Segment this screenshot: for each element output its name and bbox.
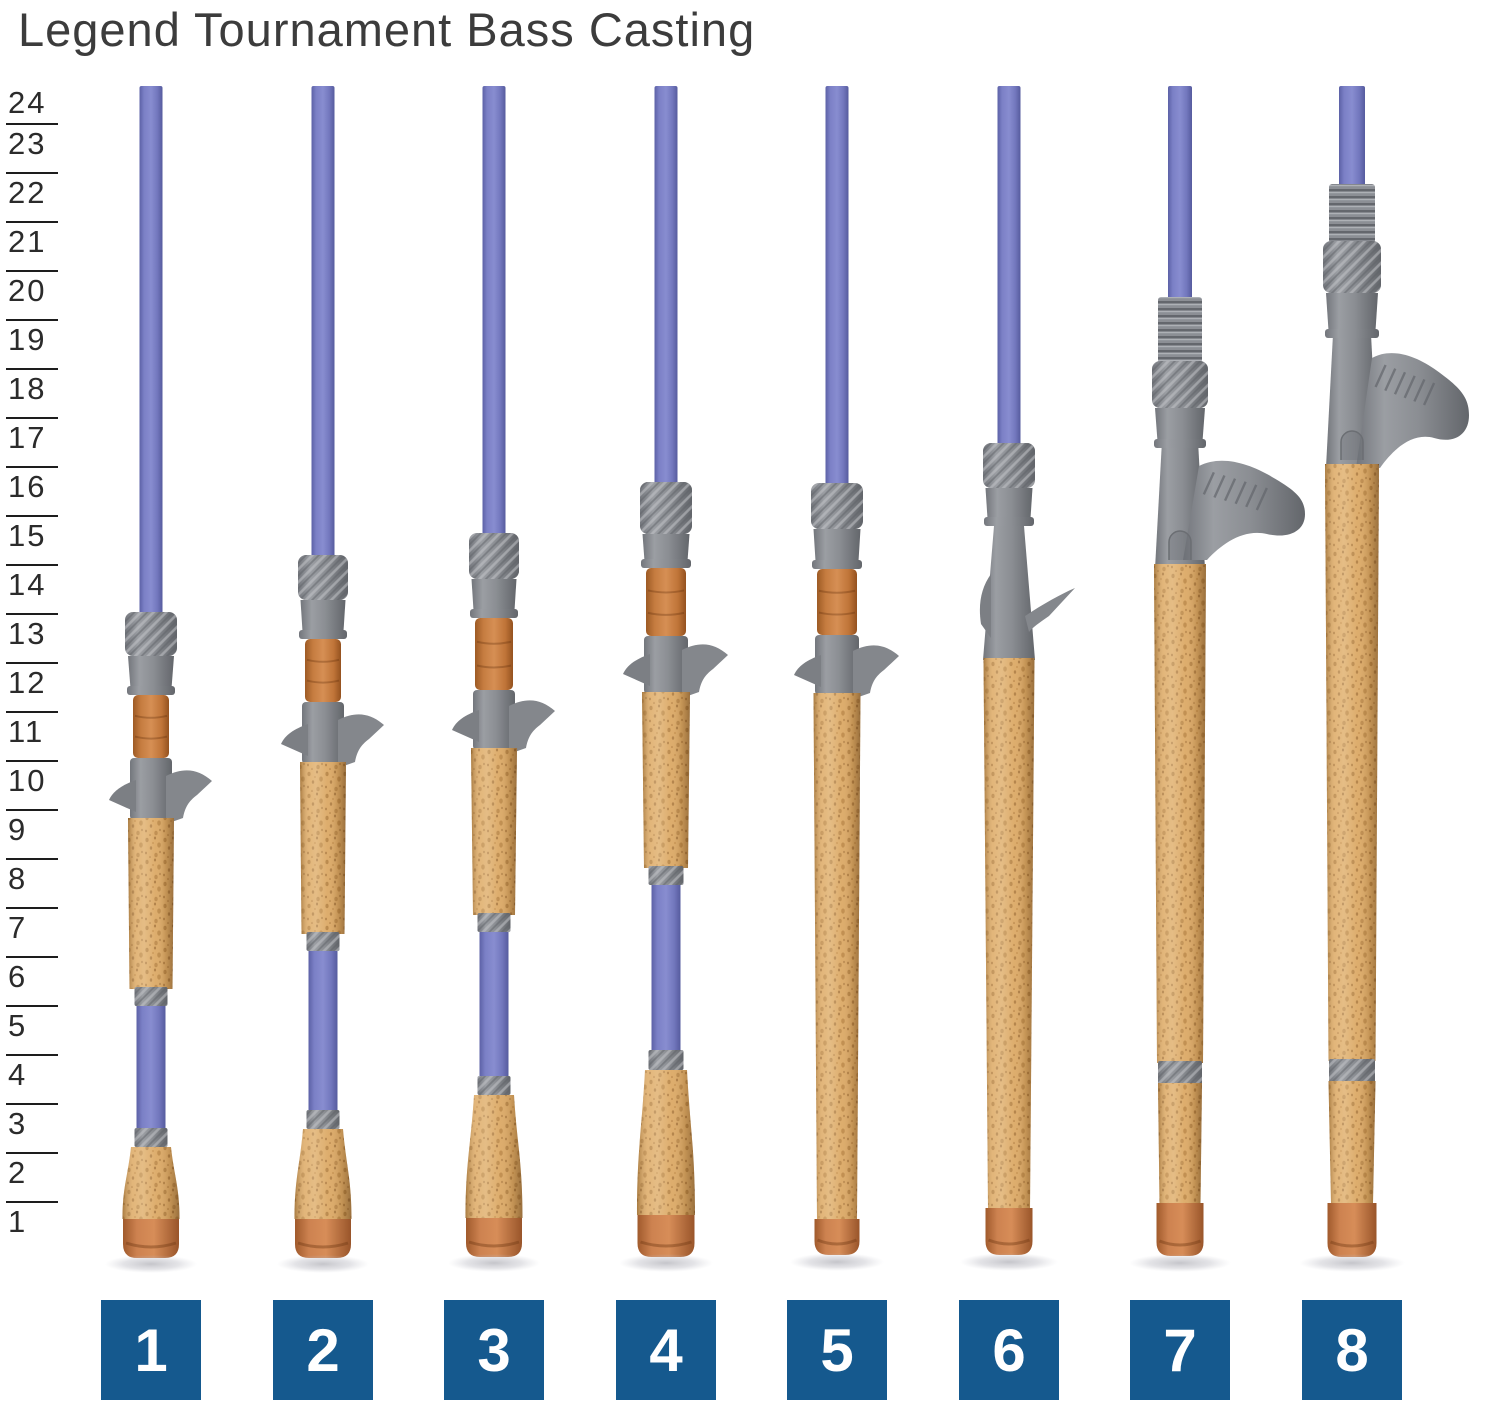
ruler-mark-16: 16 [6, 466, 58, 515]
ruler-label: 7 [8, 910, 28, 945]
rod-number-badge-8: 8 [1302, 1300, 1402, 1400]
ruler-mark-5: 5 [6, 1005, 58, 1054]
ruler-mark-24: 24 [6, 74, 58, 123]
ruler-label: 20 [8, 273, 47, 308]
ruler-label: 6 [8, 959, 28, 994]
ruler-label: 15 [8, 518, 47, 553]
ruler-mark-22: 22 [6, 172, 58, 221]
rod-illustration-3 [448, 86, 555, 1272]
ruler-mark-6: 6 [6, 956, 58, 1005]
ruler-label: 18 [8, 371, 47, 406]
rod-illustration-8 [1299, 86, 1469, 1272]
ruler-mark-18: 18 [6, 368, 58, 417]
page-title: Legend Tournament Bass Casting [18, 3, 756, 56]
rod-number-badge-6: 6 [959, 1300, 1059, 1400]
rod-number-badge-4: 4 [616, 1300, 716, 1400]
ruler-label: 10 [8, 763, 47, 798]
rod-number-badge-2: 2 [273, 1300, 373, 1400]
inch-ruler: 24 23 22 21 20 19 18 17 16 15 14 13 12 11 10 9 8 7 6 5 4 3 2 1 [6, 74, 58, 1250]
ruler-mark-23: 23 [6, 123, 58, 172]
ruler-mark-3: 3 [6, 1103, 58, 1152]
ruler-label: 21 [8, 224, 47, 259]
ruler-mark-19: 19 [6, 319, 58, 368]
ruler-mark-8: 8 [6, 858, 58, 907]
ruler-mark-20: 20 [6, 270, 58, 319]
ruler-mark-17: 17 [6, 417, 58, 466]
ruler-mark-9: 9 [6, 809, 58, 858]
ruler-label: 8 [8, 861, 28, 896]
ruler-label: 4 [8, 1057, 28, 1092]
ruler-label: 16 [8, 469, 47, 504]
ruler-mark-21: 21 [6, 221, 58, 270]
ruler-label: 11 [8, 714, 45, 749]
rod-number-badge-1: 1 [101, 1300, 201, 1400]
ruler-label: 2 [8, 1155, 28, 1190]
ruler-label: 12 [8, 665, 47, 700]
ruler-label: 1 [8, 1204, 28, 1239]
ruler-mark-12: 12 [6, 662, 58, 711]
rod-illustration-1 [105, 86, 212, 1273]
ruler-label: 24 [8, 85, 47, 120]
ruler-label: 13 [8, 616, 47, 651]
ruler-mark-13: 13 [6, 613, 58, 662]
ruler-label: 3 [8, 1106, 28, 1141]
ruler-label: 23 [8, 126, 47, 161]
ruler-mark-4: 4 [6, 1054, 58, 1103]
rod-number-badge-7: 7 [1130, 1300, 1230, 1400]
ruler-label: 5 [8, 1008, 28, 1043]
ruler-mark-11: 11 [6, 711, 58, 760]
rod-illustration-6 [960, 86, 1075, 1271]
ruler-mark-1: 1 [6, 1201, 58, 1250]
ruler-mark-10: 10 [6, 760, 58, 809]
rod-illustration-7 [1129, 86, 1305, 1272]
rod-illustration-2 [277, 86, 384, 1273]
ruler-label: 17 [8, 420, 47, 455]
ruler-label: 22 [8, 175, 47, 210]
ruler-mark-15: 15 [6, 515, 58, 564]
ruler-label: 19 [8, 322, 47, 357]
ruler-mark-2: 2 [6, 1152, 58, 1201]
rod-number-badge-5: 5 [787, 1300, 887, 1400]
rod-illustration-4 [619, 86, 728, 1272]
ruler-label: 9 [8, 812, 28, 847]
ruler-mark-7: 7 [6, 907, 58, 956]
rod-illustration-5 [790, 86, 899, 1271]
rod-illustrations [105, 86, 1469, 1273]
rod-number-badge-3: 3 [444, 1300, 544, 1400]
ruler-label: 14 [8, 567, 47, 602]
ruler-mark-14: 14 [6, 564, 58, 613]
